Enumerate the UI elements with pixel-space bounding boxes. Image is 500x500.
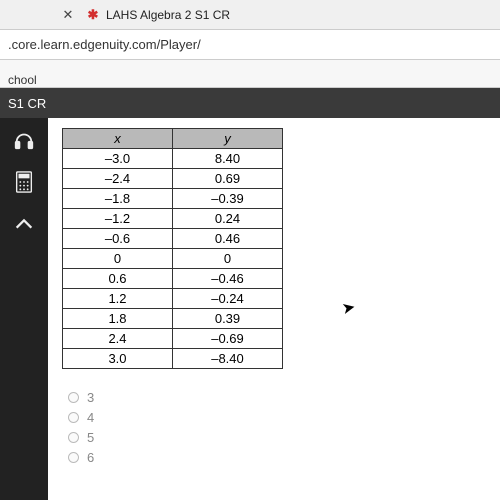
table-row: –1.8–0.39 [63, 189, 283, 209]
radio-icon[interactable] [68, 452, 79, 463]
col-header-y: y [173, 129, 283, 149]
table-row: 3.0–8.40 [63, 349, 283, 369]
collapse-up-icon[interactable] [10, 212, 38, 236]
tools-sidebar [0, 118, 48, 500]
option-3[interactable]: 3 [68, 387, 500, 407]
edgenuity-favicon-icon: ✱ [86, 8, 100, 22]
address-bar[interactable]: .core.learn.edgenuity.com/Player/ [0, 30, 500, 60]
option-label: 5 [87, 430, 94, 445]
col-header-x: x [63, 129, 173, 149]
option-4[interactable]: 4 [68, 407, 500, 427]
table-row: 1.2–0.24 [63, 289, 283, 309]
calculator-icon[interactable] [10, 170, 38, 194]
radio-icon[interactable] [68, 432, 79, 443]
table-row: –2.40.69 [63, 169, 283, 189]
audio-icon[interactable] [10, 128, 38, 152]
content-area: x y –3.08.40 –2.40.69 –1.8–0.39 –1.20.24… [0, 118, 500, 500]
option-label: 4 [87, 410, 94, 425]
tab-close-icon[interactable]: ✕ [60, 7, 76, 23]
table-row: –0.60.46 [63, 229, 283, 249]
table-row: –1.20.24 [63, 209, 283, 229]
main-panel: x y –3.08.40 –2.40.69 –1.8–0.39 –1.20.24… [48, 118, 500, 500]
course-label: S1 CR [8, 96, 46, 111]
table-row: –3.08.40 [63, 149, 283, 169]
answer-options: 3 4 5 6 [68, 387, 500, 467]
option-5[interactable]: 5 [68, 427, 500, 447]
table-row: 2.4–0.69 [63, 329, 283, 349]
option-6[interactable]: 6 [68, 447, 500, 467]
table-row: 0.6–0.46 [63, 269, 283, 289]
course-header: S1 CR [0, 88, 500, 118]
option-label: 3 [87, 390, 94, 405]
tab-title: LAHS Algebra 2 S1 CR [106, 8, 230, 22]
table-row: 00 [63, 249, 283, 269]
radio-icon[interactable] [68, 392, 79, 403]
radio-icon[interactable] [68, 412, 79, 423]
table-row: 1.80.39 [63, 309, 283, 329]
browser-tab-bar: ✕ ✱ LAHS Algebra 2 S1 CR [0, 0, 500, 30]
url-text: .core.learn.edgenuity.com/Player/ [8, 37, 201, 52]
bookmark-bar: chool [0, 60, 500, 88]
option-label: 6 [87, 450, 94, 465]
data-table: x y –3.08.40 –2.40.69 –1.8–0.39 –1.20.24… [62, 128, 283, 369]
bookmark-fragment[interactable]: chool [8, 73, 37, 87]
